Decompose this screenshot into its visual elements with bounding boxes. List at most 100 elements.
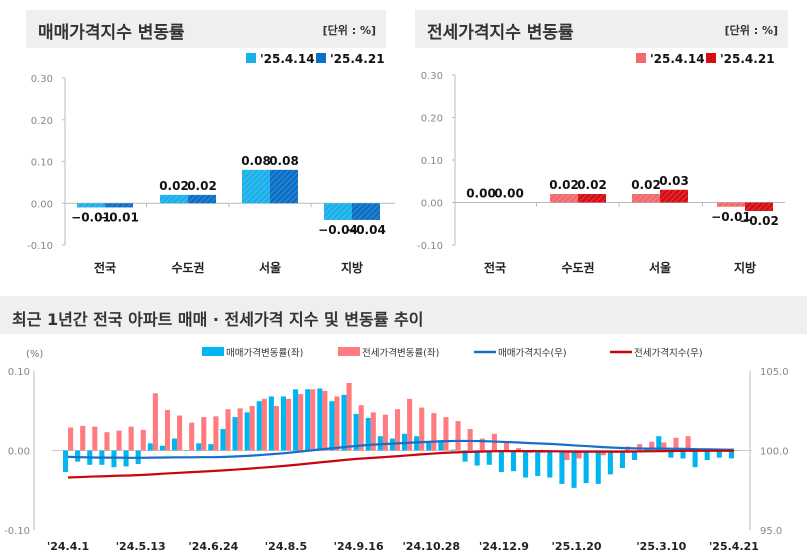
jeonse-change-bar [80,425,86,451]
jeonse-change-bar [177,415,183,451]
jeonse-change-bar [685,436,691,451]
data-label: 0.08 [269,154,299,168]
sale-change-bar [474,450,480,466]
sale-change-bar [656,436,662,451]
sale-change-bar [293,389,299,451]
jeonse-change-bar [152,393,158,451]
legend-swatch [246,53,256,63]
jeonse-change-bar [261,398,267,451]
sale-change-bar [111,450,117,468]
x-tick-label: '25.4.21 [709,540,759,553]
data-label: 0.08 [241,154,271,168]
legend-swatch [338,347,360,356]
data-label: −0.04 [346,223,386,237]
jeonse-change-bar [322,390,328,451]
y-tick-label: 0.00 [31,199,53,210]
x-tick-label: '24.4.1 [47,540,89,553]
jeonse-chart-title: 전세가격지수 변동률 [427,23,574,43]
legend-swatch [706,53,716,63]
sale-change-bar [716,450,722,458]
x-tick-label: '24.8.5 [265,540,307,553]
jeonse-change-bar [600,450,606,456]
sale-change-bar [632,450,638,461]
trend-section-header [0,296,807,334]
bar-hatch [160,194,188,204]
data-label: 0.00 [494,187,524,201]
sale-change-bar [547,450,553,478]
bar-hatch [550,194,578,203]
category-label: 전국 [484,260,506,275]
sale-change-bar [619,450,626,468]
jeonse-change-bar [370,412,376,451]
x-tick-label: '24.9.16 [334,540,384,553]
jeonse-change-bar [237,408,243,451]
category-label: 수도권 [561,261,594,275]
sale-change-bar [523,450,529,478]
jeonse-change-bar [298,394,304,451]
data-label: 0.00 [466,187,496,201]
left-axis-unit: (%) [26,349,43,360]
bar-hatch [632,194,660,203]
legend-label: 매매가격지수(우) [498,347,567,359]
data-label: −0.01 [71,210,111,224]
jeonse-change-bar [68,427,74,451]
bar-hatch [324,203,352,220]
sale-change-bar [607,450,613,475]
sale-change-bar [595,450,601,484]
jeonse-change-bar [649,441,655,451]
legend-label: '25.4.14 [260,52,315,66]
data-label: 0.02 [549,178,579,192]
sale-change-bar [498,450,504,472]
x-tick-label: '25.1.20 [552,540,602,553]
jeonse-change-bar [394,409,401,451]
data-label: −0.01 [99,210,139,224]
bar-hatch [745,202,773,211]
jeonse-change-bar [503,442,510,451]
y-tick-label: 0.10 [421,156,443,167]
sale-change-bar [171,438,178,451]
sale-chart-title: 매매가격지수 변동률 [38,23,185,43]
x-tick-label: '25.3.10 [636,540,686,553]
jeonse-change-bar [479,438,485,451]
category-label: 지방 [341,260,363,275]
bar-hatch [188,194,216,204]
data-label: −0.02 [739,214,779,228]
jeonse-change-bar [273,405,279,451]
legend-label: '25.4.14 [650,52,705,66]
jeonse-change-bar [382,414,388,451]
category-label: 서울 [649,260,671,275]
bar-hatch [105,203,133,208]
y-tick-label: 0.20 [421,114,443,125]
data-label: 0.02 [577,178,607,192]
sale-change-bar [317,388,323,451]
sale-change-bar [668,450,674,458]
sale-change-bar [220,429,226,451]
sale-change-bar [329,401,335,451]
jeonse-change-bar [249,405,255,451]
legend-swatch [636,53,646,63]
legend-label: '25.4.21 [330,52,385,66]
legend-label: 매매가격변동률(좌) [226,347,303,359]
jeonse-change-bar [92,426,98,451]
jeonse-change-bar [516,448,522,451]
category-label: 수도권 [171,261,204,275]
jeonse-change-bar [661,442,667,451]
category-label: 지방 [734,260,756,275]
sale-change-bar [510,450,517,472]
y-tick-label: 0.00 [421,199,443,210]
sale-change-bar [353,413,359,451]
jeonse-change-bar [201,417,207,451]
sale-chart-unit: [단위 : %] [322,24,376,37]
jeonse-change-bar [116,430,122,451]
data-label: −0.01 [711,210,751,224]
x-tick-label: '24.12.9 [479,540,529,553]
legend-swatch [202,347,224,356]
data-label: −0.04 [318,223,358,237]
trend-chart-title: 최근 1년간 전국 아파트 매매 · 전세가격 지수 및 변동률 추이 [12,310,424,329]
left-tick-label: -0.10 [4,526,30,537]
left-tick-label: 0.00 [8,447,30,458]
legend-swatch [316,53,326,63]
sale-change-bar [256,401,262,451]
left-tick-label: 0.10 [8,367,30,378]
